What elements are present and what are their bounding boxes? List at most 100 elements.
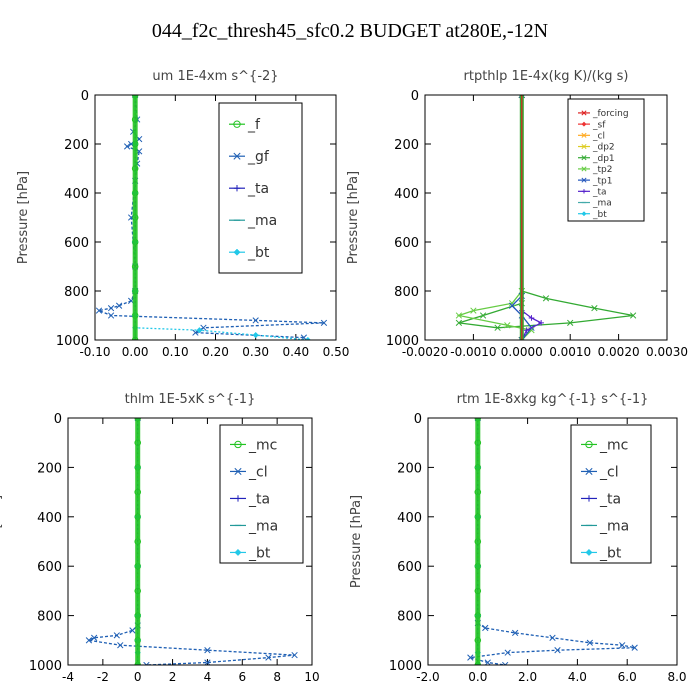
data-point	[320, 319, 328, 327]
legend-marker	[585, 440, 593, 449]
series-group	[455, 95, 637, 340]
series-line-ta	[521, 95, 543, 340]
series-line-cl	[86, 418, 295, 665]
data-point	[508, 300, 516, 307]
legend-label: _tp1	[592, 176, 612, 186]
panel-title: rtpthlp 1E-4x(kg K)/(kg s)	[464, 69, 629, 84]
y-tick-label: 400	[37, 511, 62, 526]
legend-box	[567, 98, 645, 222]
y-tick-label: 1000	[386, 334, 419, 349]
legend-marker	[234, 467, 242, 476]
legend-marker	[233, 152, 241, 160]
data-point	[508, 302, 516, 309]
y-tick-label: 800	[37, 610, 62, 625]
legend-marker	[581, 155, 587, 161]
y-tick-label: 800	[394, 285, 419, 300]
legend-marker	[581, 110, 587, 116]
legend-label: _sf	[592, 120, 606, 130]
data-point	[291, 651, 298, 659]
y-tick-label: 200	[394, 138, 419, 153]
x-tick-label: 4	[204, 670, 212, 684]
data-point	[538, 320, 544, 326]
legend-marker	[581, 177, 587, 183]
x-tick-label: -2	[97, 670, 109, 684]
x-tick-label: 0.00	[122, 345, 149, 359]
plot-frame	[94, 94, 337, 341]
legend-label: _cl	[592, 131, 605, 141]
legend: _mc _cl _ta _ma _bt	[570, 424, 652, 564]
data-point	[90, 634, 98, 641]
legend-label: _mc	[599, 437, 628, 453]
zero-series-band	[135, 418, 141, 665]
x-tick-label: 0.0000	[501, 345, 543, 359]
data-point	[107, 312, 115, 319]
y-tick-label: 0	[81, 89, 89, 104]
y-axis-label: Pressure [hPa]	[16, 171, 31, 264]
data-point	[619, 642, 626, 649]
legend-label: _bt	[248, 545, 271, 561]
panel-title: rtm 1E-8xkg kg^{-1} s^{-1}	[457, 392, 649, 407]
data-point	[107, 304, 115, 312]
data-point	[549, 634, 556, 641]
x-tick-label: 0	[134, 670, 142, 684]
data-point	[554, 647, 561, 654]
x-tick-label: 6	[238, 670, 246, 684]
legend-marker	[581, 211, 587, 217]
y-tick-label: 600	[397, 560, 422, 575]
x-tick-label: 0.10	[162, 345, 189, 359]
y-tick-label: 600	[37, 560, 62, 575]
data-point	[631, 644, 638, 651]
legend-label: _bt	[247, 245, 270, 261]
x-tick-label: 0.0010	[549, 345, 591, 359]
data-point	[85, 637, 93, 644]
zero-series-band	[132, 95, 138, 340]
legend-marker	[233, 120, 241, 128]
y-tick-label: 1000	[29, 659, 62, 674]
data-point	[482, 624, 489, 632]
chart-panel-rtpthlp: rtpthlp 1E-4x(kg K)/(kg s) Pressure [hPa]…	[346, 69, 688, 359]
series-group	[95, 95, 328, 340]
legend-label: _cl	[599, 464, 619, 480]
legend-label: _mc	[248, 437, 277, 453]
legend: _forcing_sf_cl _dp2_dp1_tp2_tp1_ta _ma_bt	[567, 98, 645, 222]
legend-label: _ma	[592, 199, 612, 209]
legend: _mc _cl _ta _ma _bt	[219, 424, 304, 564]
legend-marker	[585, 548, 593, 557]
legend-label: _f	[247, 117, 261, 133]
legend-label: _ma	[599, 518, 629, 534]
data-point	[115, 302, 123, 309]
legend-box	[219, 424, 304, 564]
series-group	[85, 418, 298, 665]
x-tick-label: -0.10	[79, 345, 110, 359]
legend-marker	[233, 248, 241, 256]
data-point	[196, 327, 203, 334]
data-point	[455, 312, 463, 319]
y-tick-label: 400	[397, 511, 422, 526]
data-point	[502, 661, 509, 665]
legend-marker	[234, 548, 242, 557]
x-tick-label: 8	[273, 670, 281, 684]
data-point	[252, 331, 259, 339]
data-point	[117, 642, 124, 649]
data-point	[467, 654, 474, 661]
x-tick-label: 0.0	[468, 670, 487, 684]
legend-label: _bt	[599, 545, 622, 561]
chart-panel-thlm: thlm 1E-5xK s^{-1} Pressure [hPa] -4 -2 0 2 4 6…	[0, 392, 320, 684]
legend-label: _dp1	[592, 154, 615, 164]
x-tick-label: 0.40	[282, 345, 309, 359]
y-tick-label: 600	[394, 236, 419, 251]
x-tick-label: 2.0	[518, 670, 537, 684]
x-tick-label: 6.0	[618, 670, 637, 684]
y-tick-label: 0	[411, 89, 419, 104]
x-tick-label: -4	[62, 670, 74, 684]
legend-label: _bt	[592, 210, 607, 220]
legend-marker	[233, 185, 241, 192]
chart-panel-rtm: rtm 1E-8xkg kg^{-1} s^{-1} Pressure [hPa]…	[349, 392, 687, 684]
x-tick-label: -2.0	[416, 670, 439, 684]
x-tick-label: 0.0020	[598, 345, 640, 359]
data-point	[494, 324, 501, 331]
data-point	[143, 661, 150, 665]
legend-box	[570, 424, 652, 564]
